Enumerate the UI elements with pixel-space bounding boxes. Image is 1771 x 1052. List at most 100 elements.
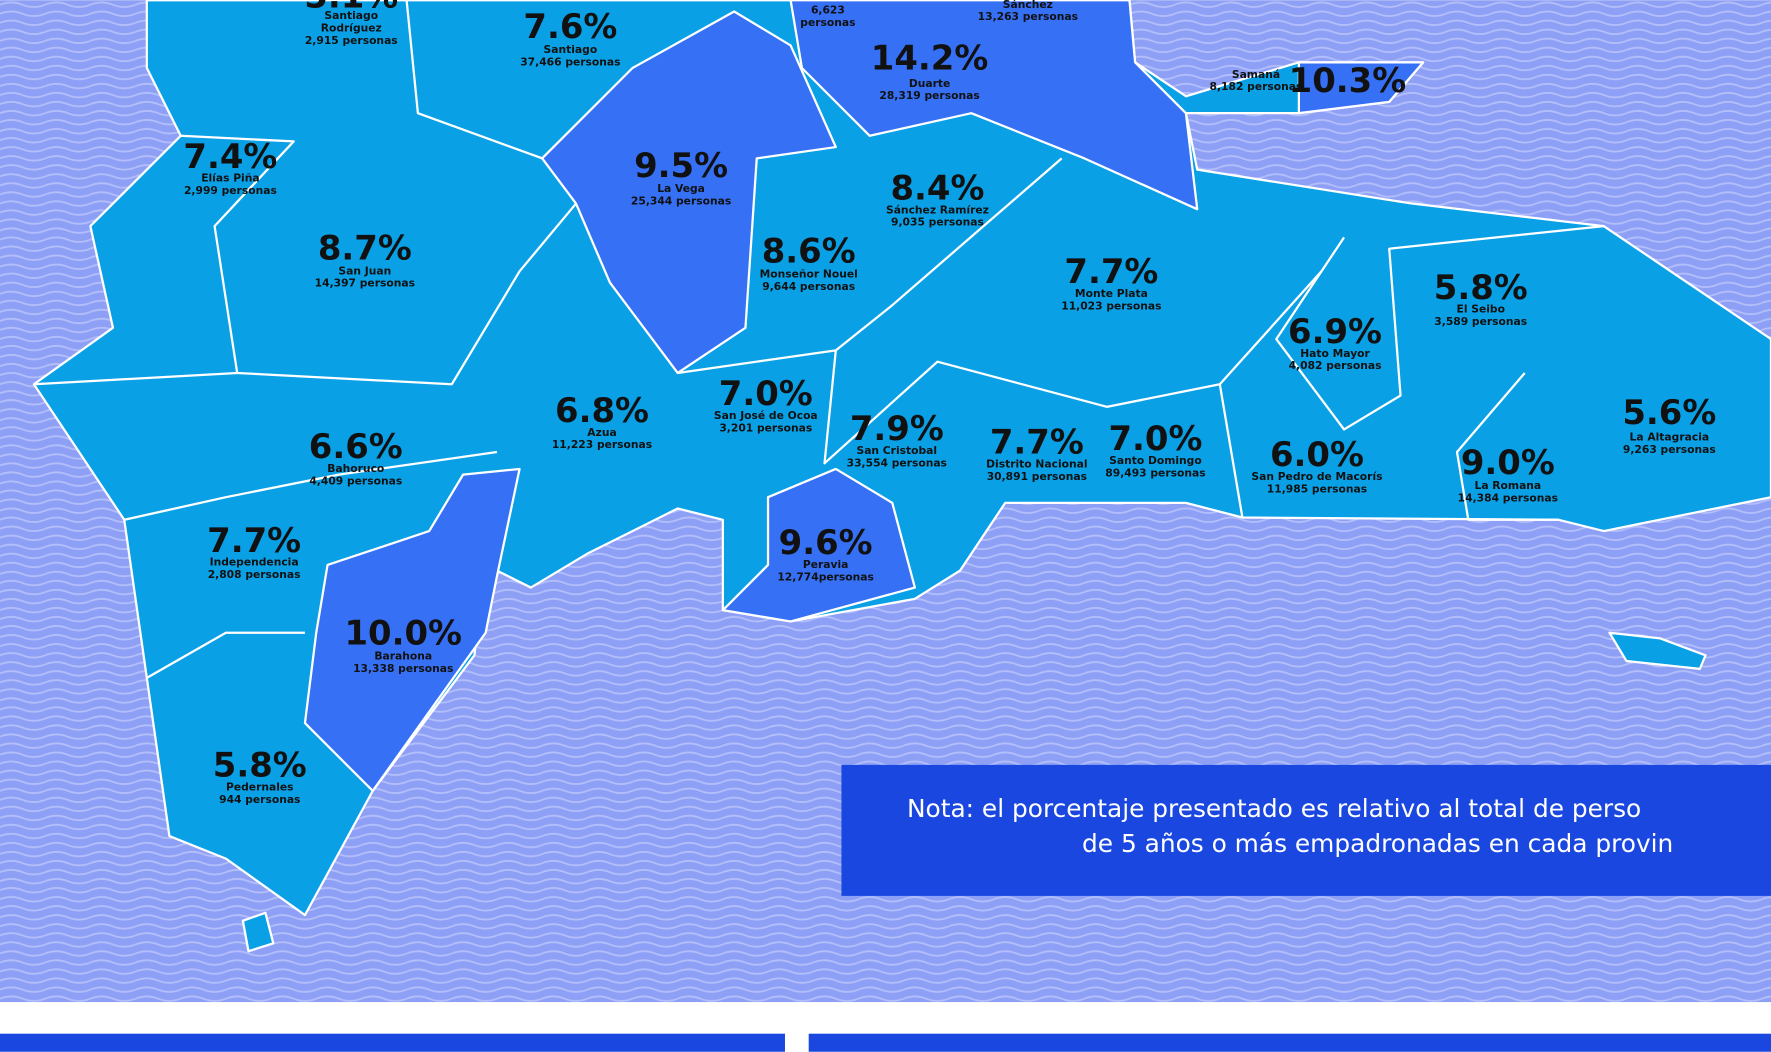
percentage: 9.5%	[634, 146, 728, 185]
province-name: La Vega	[657, 182, 705, 195]
percentage: 7.4%	[183, 137, 277, 176]
persons: 11,985 personas	[1267, 482, 1367, 495]
province-name: San Juan	[338, 264, 391, 277]
province-name: La Altagracia	[1630, 430, 1710, 443]
percentage: 6.6%	[309, 427, 403, 466]
province-name: Elías Piña	[201, 172, 259, 185]
footer-panel	[808, 1033, 1771, 1052]
footer-panel	[0, 1033, 785, 1052]
percentage: 10.3%	[1289, 61, 1407, 100]
province-name: Independencia	[210, 556, 299, 569]
province-name: Hato Mayor	[1300, 347, 1370, 360]
percentage: 7.7%	[207, 521, 301, 560]
province-border	[1455, 372, 1559, 521]
province-name: Pedernales	[226, 780, 294, 793]
persons: 2,915 personas	[305, 34, 398, 47]
province-highlight	[721, 467, 916, 623]
percentage: 6.0%	[1270, 435, 1364, 474]
province-name: Barahona	[374, 649, 432, 662]
persons: 9,644 personas	[762, 280, 855, 293]
note-text: de 5 años o más empadronadas en cada pro…	[1082, 829, 1673, 858]
province-name: Sánchez Ramírez	[886, 203, 989, 216]
persons: 13,263 personas	[978, 10, 1078, 23]
province-name: La Romana	[1474, 479, 1541, 492]
island	[32, 0, 1771, 953]
province-name: San Cristobal	[856, 444, 937, 457]
persons: personas	[800, 16, 855, 29]
percentage: 7.9%	[850, 409, 944, 448]
persons: 944 personas	[219, 793, 300, 806]
province-name: Samaná	[1232, 68, 1280, 81]
islet	[241, 911, 275, 953]
persons: 14,397 personas	[315, 277, 415, 290]
percentage: 8.7%	[318, 228, 412, 267]
province-highlight	[1297, 61, 1425, 115]
note-text: Nota: el porcentaje presentado es relati…	[907, 794, 1641, 823]
province-name: Santo Domingo	[1109, 454, 1202, 467]
persons: 28,319 personas	[879, 89, 979, 102]
percentage: 6.9%	[1288, 312, 1382, 351]
province-border	[1275, 225, 1604, 431]
province-name: Distrito Nacional	[986, 457, 1087, 470]
persons: 12,774personas	[777, 570, 874, 583]
islet	[1608, 631, 1707, 671]
province-name: Santiago	[324, 9, 378, 22]
province-name: Azua	[587, 426, 616, 439]
province-border	[677, 157, 1063, 375]
province-name: Bahoruco	[327, 462, 384, 475]
persons: 6,623	[811, 3, 845, 16]
percentage: 9.0%	[1461, 443, 1555, 482]
province-border	[123, 450, 498, 521]
percentage: 7.7%	[1064, 252, 1158, 291]
province-name: San Pedro de Macorís	[1251, 470, 1382, 483]
persons: 11,023 personas	[1061, 299, 1161, 312]
percentage: 8.4%	[890, 168, 984, 207]
province-highlight	[541, 10, 837, 375]
persons: 9,263 personas	[1623, 443, 1716, 456]
persons: 11,223 personas	[552, 438, 652, 451]
province-highlight	[789, 0, 1199, 211]
persons: 2,999 personas	[184, 184, 277, 197]
percentage: 7.6%	[523, 7, 617, 46]
persons: 25,344 personas	[631, 194, 731, 207]
persons: 3,201 personas	[719, 421, 812, 434]
province-border	[33, 134, 295, 386]
province-highlight	[303, 467, 521, 792]
province-name: Duarte	[909, 77, 950, 90]
persons: 14,384 personas	[1458, 491, 1558, 504]
percentage: 5.1%	[304, 0, 398, 15]
percentage: 7.0%	[1108, 419, 1202, 458]
province-name: El Seibo	[1457, 303, 1505, 316]
persons: 8,182 personas	[1210, 80, 1303, 93]
province-border	[1218, 384, 1244, 518]
province-name: Rodríguez	[321, 21, 382, 34]
persons: 3,589 personas	[1434, 315, 1527, 328]
percentage: 6.8%	[555, 391, 649, 430]
persons: 37,466 personas	[520, 55, 620, 68]
persons: 4,409 personas	[309, 474, 402, 487]
persons: 4,082 personas	[1289, 359, 1382, 372]
persons: 33,554 personas	[847, 456, 947, 469]
percentage: 5.6%	[1622, 393, 1716, 432]
percentage: 9.6%	[779, 523, 873, 562]
percentage: 8.6%	[762, 232, 856, 271]
percentage: 5.8%	[1434, 268, 1528, 307]
persons: 30,891 personas	[987, 470, 1087, 483]
persons: 13,338 personas	[353, 662, 453, 675]
percentage: 7.7%	[990, 423, 1084, 462]
province-name: Sánchez	[1003, 0, 1053, 11]
province-name: Monseñor Nouel	[760, 268, 858, 281]
province-name: Peravia	[803, 558, 849, 571]
percentage: 5.8%	[213, 746, 307, 785]
province-border	[237, 202, 577, 386]
persons: 9,035 personas	[891, 216, 984, 229]
note-box	[841, 764, 1771, 896]
province-border	[405, 0, 543, 160]
persons: 2,808 personas	[208, 568, 301, 581]
percentage: 7.0%	[719, 374, 813, 413]
province-name: Santiago	[544, 43, 598, 56]
province-border	[823, 270, 1323, 465]
persons: 89,493 personas	[1105, 466, 1205, 479]
